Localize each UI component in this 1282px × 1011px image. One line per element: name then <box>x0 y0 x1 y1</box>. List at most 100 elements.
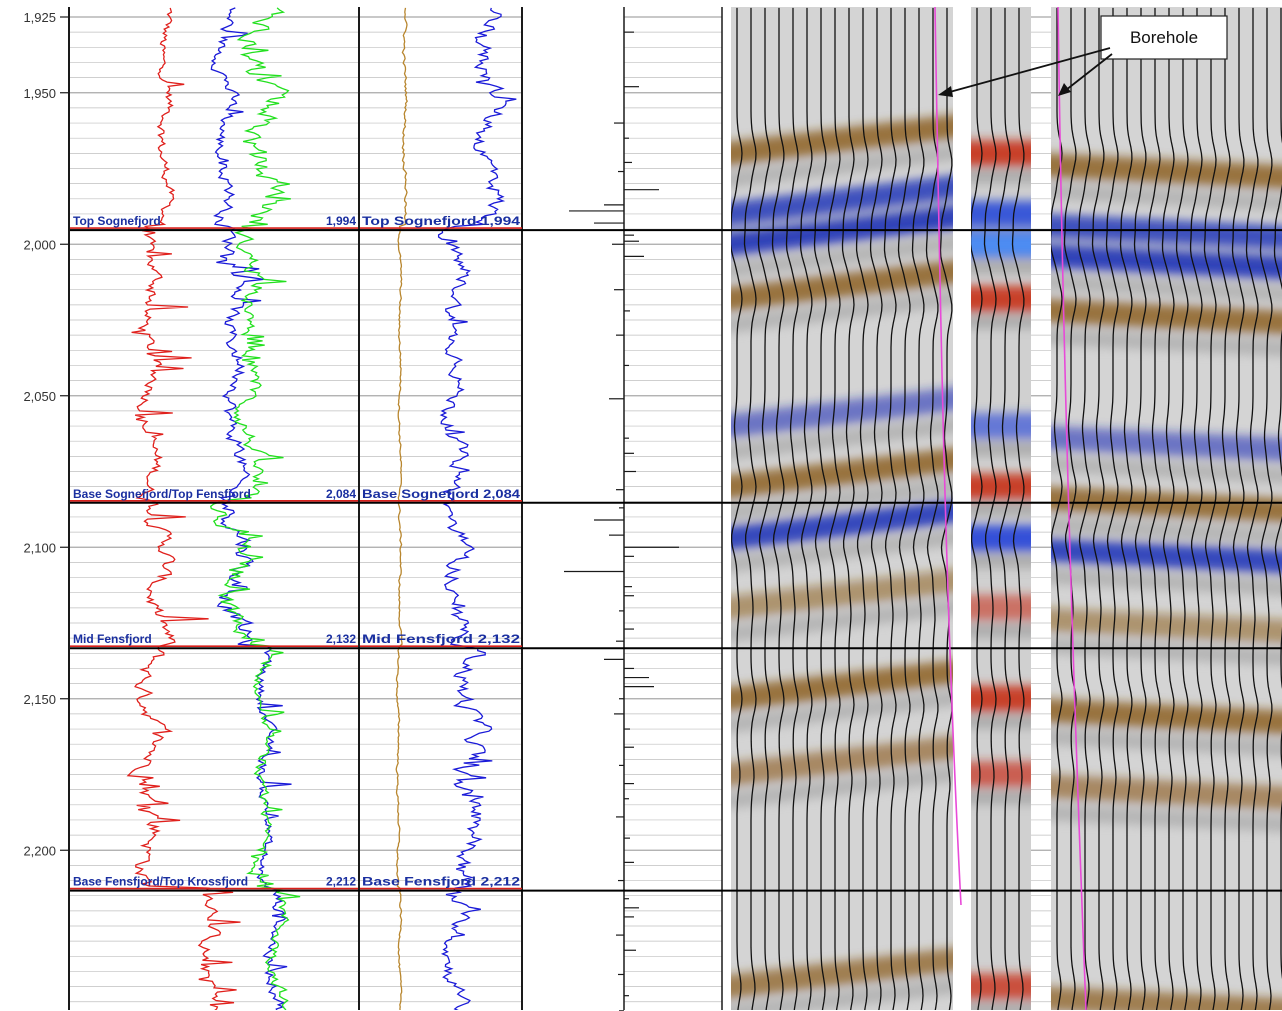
formation-marker-label: Mid Fensfjord <box>73 632 152 646</box>
seismic-trough-band <box>1051 568 1282 596</box>
formation-marker-label: Base Sognefjord/Top Fensfjord <box>73 487 251 501</box>
formation-marker-depth: 2,212 <box>326 875 356 889</box>
seismic-wiggle-trace <box>1217 7 1231 1010</box>
depth-gridlines <box>70 16 1051 1003</box>
seismic-event-band <box>731 448 953 499</box>
seismic-trough-band <box>731 235 953 279</box>
seismic-trough-band <box>1051 516 1282 545</box>
synthetic-trough-band <box>971 502 1031 517</box>
seismic-event-band <box>731 660 953 711</box>
seismic-event-band <box>731 735 953 787</box>
formation-marker-label-track2: Top Sognefjord 1,994 <box>362 214 520 228</box>
log-curve-red <box>126 7 241 1010</box>
depth-tick-label: 2,200 <box>23 843 56 858</box>
seismic-trough-band <box>731 478 953 521</box>
log-track-1 <box>126 7 301 1010</box>
synthetic-trough-band <box>971 790 1031 805</box>
seismic-trough-band <box>731 765 953 809</box>
seismic-trough-band <box>1051 183 1282 212</box>
callout-arrow-left <box>945 47 1111 94</box>
seismic-wiggle-trace <box>771 7 785 1010</box>
seismic-wiggle-trace <box>1175 7 1189 1010</box>
borehole-paths <box>934 6 1087 1011</box>
formation-marker-depth: 1,994 <box>326 214 356 228</box>
seismic-event-band <box>1051 698 1282 735</box>
seismic-trough-band <box>731 599 953 642</box>
seismic-event-band <box>731 114 953 166</box>
seismic-trough-band <box>1051 328 1282 357</box>
seismic-event-band <box>1051 607 1282 644</box>
formation-marker-label: Top Sognefjord <box>73 214 161 228</box>
seismic-wiggle-trace <box>1063 7 1077 1010</box>
seismic-wiggle-trace <box>1259 7 1273 1010</box>
seismic-trough-band <box>1051 274 1282 302</box>
synthetic-trough-band <box>971 1002 1031 1010</box>
seismic-wiggle-trace <box>911 7 925 1010</box>
borehole-callout: Borehole <box>938 15 1228 97</box>
log-curve-green <box>209 7 301 1010</box>
seismic-wiggle-trace <box>855 7 869 1010</box>
seismic-wiggle-trace <box>971 7 983 1010</box>
seismic-panel-left <box>731 7 953 1010</box>
borehole-path-left <box>934 6 962 906</box>
seismic-wiggle-trace <box>997 7 1011 1010</box>
depth-tick-label: 2,050 <box>23 389 56 404</box>
seismic-wiggle-trace <box>883 7 897 1010</box>
seismic-wiggle-trace <box>983 7 997 1010</box>
seismic-event-band <box>1051 486 1282 523</box>
synthetic-trough-band <box>971 554 1031 569</box>
synthetic-highlight-band <box>971 234 1031 255</box>
seismic-wiggle-trace <box>841 7 855 1010</box>
seismic-wiggle-trace <box>1133 7 1147 1010</box>
formation-marker-label: Base Fensfjord/Top Krossfjord <box>73 875 248 889</box>
seismic-wiggle-trace <box>1147 7 1161 1010</box>
seismic-wiggle-trace <box>1051 7 1063 1010</box>
seismic-wiggle-trace <box>743 7 757 1010</box>
seismic-event-band <box>1051 214 1282 250</box>
formation-markers: Top Sognefjord 1,994 Top Sognefjord 1,994 B… <box>70 214 1282 892</box>
reflectivity-track <box>564 31 679 1011</box>
track-frames <box>68 7 723 1010</box>
seismic-wiggle-trace <box>799 7 813 1010</box>
borehole-path-right <box>1057 6 1087 1011</box>
seismic-wiggle-trace <box>785 7 799 1010</box>
depth-tick-label: 1,950 <box>23 86 56 101</box>
formation-marker-label-track2: Base Sognefjord 2,084 <box>362 487 520 501</box>
seismic-wiggle-trace <box>1011 7 1025 1010</box>
seismic-wiggle-trace <box>1245 7 1259 1010</box>
synthetic-trough-band <box>971 442 1031 457</box>
seismic-wiggle-trace <box>939 7 953 1010</box>
seismic-trough-band <box>731 417 953 461</box>
seismic-wiggle-trace <box>1077 7 1091 1010</box>
log-track-2 <box>395 7 517 1010</box>
synthetic-trough-band <box>971 623 1031 638</box>
seismic-event-band <box>731 947 953 999</box>
log-curve-blue-2 <box>437 7 517 1010</box>
formation-marker-depth: 2,084 <box>326 487 356 501</box>
seismic-trough-band <box>731 690 953 733</box>
seismic-trough-band <box>731 290 953 333</box>
synthetic-event-band <box>971 413 1031 440</box>
seismic-wiggle-trace <box>813 7 827 1010</box>
synthetic-seismogram <box>971 7 1031 1010</box>
seismic-wiggle-trace <box>1203 7 1217 1010</box>
seismic-wiggle-trace <box>1091 7 1105 1010</box>
seismic-trough-band <box>731 529 953 573</box>
callout-arrowhead-right <box>1058 83 1071 96</box>
synthetic-trough-band <box>971 260 1031 275</box>
seismic-event-band <box>1051 774 1282 811</box>
seismic-trough-band <box>1051 804 1282 833</box>
seismic-wiggle-trace <box>1189 7 1203 1010</box>
callout-box <box>1100 15 1228 60</box>
seismic-wiggle-trace <box>925 7 939 1010</box>
synthetic-trough-band <box>971 169 1031 184</box>
seismic-wiggle-trace <box>827 7 841 1010</box>
seismic-event-band <box>1051 244 1282 280</box>
seismic-event-band <box>731 387 953 439</box>
seismic-event-band <box>731 260 953 311</box>
seismic-event-band <box>731 175 953 226</box>
formation-marker-depth: 2,132 <box>326 632 356 646</box>
seismic-trough-band <box>731 977 953 1010</box>
seismic-event-band <box>1051 538 1282 574</box>
